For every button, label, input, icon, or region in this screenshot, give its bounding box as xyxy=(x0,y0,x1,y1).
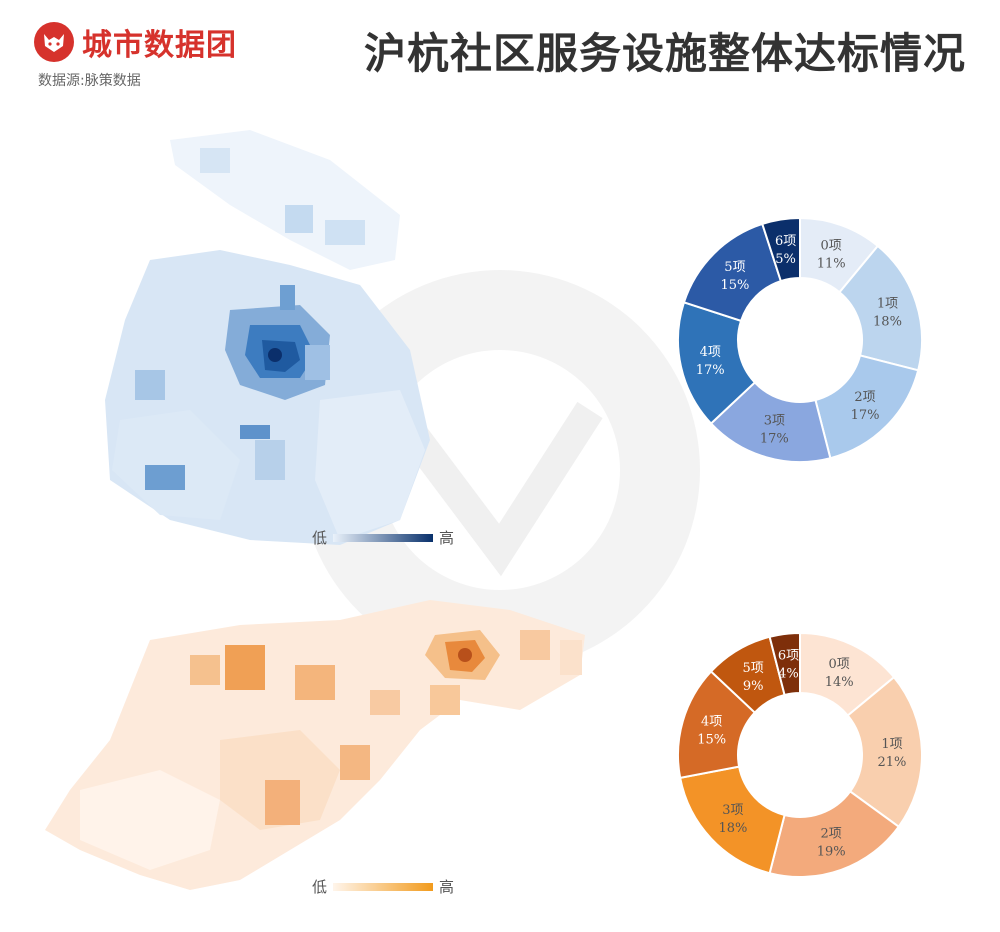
slice-percent-label: 5% xyxy=(775,252,796,267)
donut-slice-6 xyxy=(768,631,801,697)
page-title: 沪杭社区服务设施整体达标情况 xyxy=(363,29,966,78)
slice-percent-label: 18% xyxy=(718,821,747,836)
hangzhou-choropleth-map xyxy=(45,600,585,890)
donut-slice-3 xyxy=(678,765,786,875)
slice-percent-label: 14% xyxy=(825,675,854,690)
slice-percent-label: 11% xyxy=(817,256,846,271)
slice-percent-label: 17% xyxy=(760,431,789,446)
slice-percent-label: 17% xyxy=(696,363,725,378)
brand-name: 城市数据团 xyxy=(82,28,237,63)
donut-slice-6 xyxy=(761,216,801,283)
brand-logo: 城市数据团 xyxy=(34,20,237,64)
donut-slice-1 xyxy=(846,675,923,829)
shanghai-legend: 低 高 xyxy=(312,527,454,548)
slice-category-label: 3项 xyxy=(722,803,743,818)
legend-gradient-bar xyxy=(333,533,434,542)
slice-percent-label: 17% xyxy=(851,408,880,423)
slice-category-label: 1项 xyxy=(877,297,898,312)
hangzhou-legend: 低 高 xyxy=(312,876,454,897)
slice-percent-label: 9% xyxy=(743,679,764,694)
slice-category-label: 3项 xyxy=(764,413,785,428)
slice-percent-label: 18% xyxy=(873,315,902,330)
slice-category-label: 4项 xyxy=(701,714,722,729)
slice-category-label: 6项 xyxy=(775,234,796,249)
slice-category-label: 5项 xyxy=(743,661,764,676)
data-source: 数据源:脉策数据 xyxy=(38,73,141,89)
shanghai-donut-chart: 0项 11% 1项 18% 2项 17% 3项 17% 4项 17% 5项 15% 6项 5% xyxy=(677,216,923,463)
legend-high-label: 高 xyxy=(439,529,455,547)
legend-gradient-bar xyxy=(333,882,434,891)
legend-low-label: 低 xyxy=(312,529,328,547)
slice-percent-label: 15% xyxy=(697,732,726,747)
slice-percent-label: 4% xyxy=(778,667,799,682)
slice-category-label: 1项 xyxy=(881,737,902,752)
slice-category-label: 2项 xyxy=(854,390,875,405)
slice-category-label: 0项 xyxy=(821,238,842,253)
legend-low-label: 低 xyxy=(312,878,328,896)
legend-high-label: 高 xyxy=(439,878,455,896)
slice-percent-label: 21% xyxy=(878,755,907,770)
slice-category-label: 2项 xyxy=(821,827,842,842)
slice-category-label: 6项 xyxy=(778,649,799,664)
slice-percent-label: 19% xyxy=(817,845,846,860)
hangzhou-donut-chart: 0项 14% 1项 21% 2项 19% 3项 18% 4项 15% 5项 9% 6项 4% xyxy=(677,631,923,878)
fox-logo-icon xyxy=(34,22,74,62)
shanghai-choropleth-map xyxy=(105,130,430,545)
slice-category-label: 0项 xyxy=(829,657,850,672)
slice-category-label: 4项 xyxy=(700,345,721,360)
slice-category-label: 5项 xyxy=(724,260,745,275)
slice-percent-label: 15% xyxy=(720,278,749,293)
donut-slice-2 xyxy=(814,354,920,460)
